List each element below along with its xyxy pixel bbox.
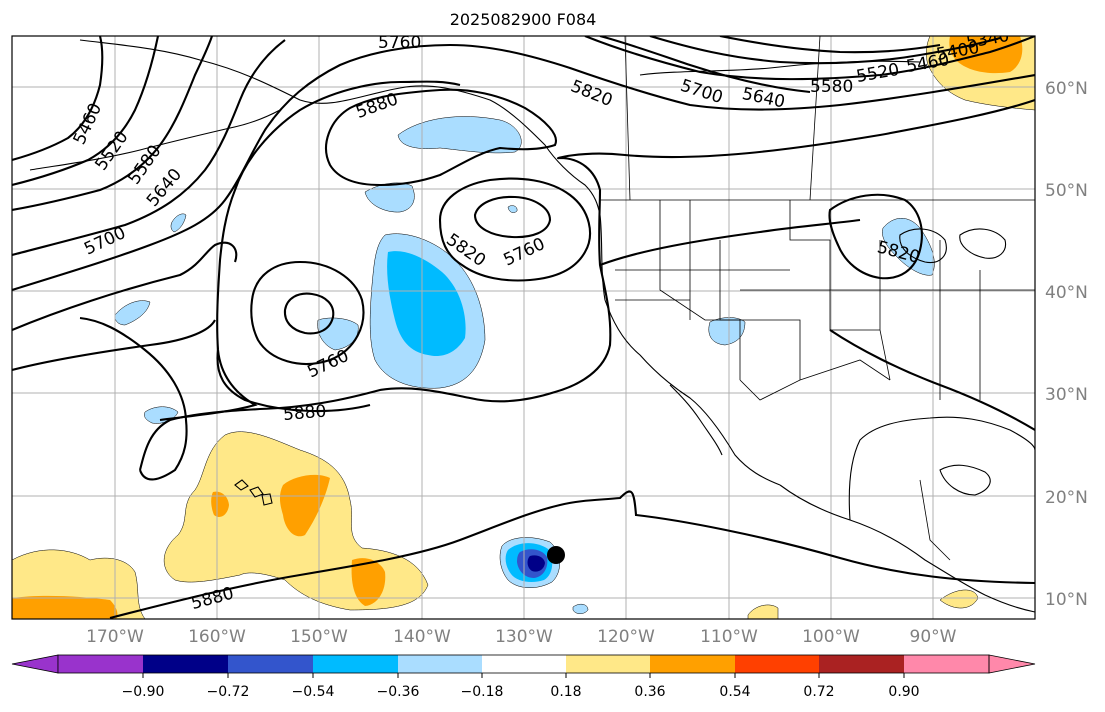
positive-anomaly-hawaii-core1 <box>279 474 330 537</box>
lon-label: 170°W <box>86 627 144 647</box>
colorbar-segment <box>482 655 566 673</box>
latitude-axis: 60°N 50°N 40°N 30°N 20°N 10°N <box>1045 79 1088 610</box>
lat-label: 20°N <box>1045 488 1088 508</box>
lon-label: 160°W <box>188 627 246 647</box>
negative-anomaly-small-5 <box>170 213 187 233</box>
negative-anomaly-gulf-alaska <box>397 116 522 154</box>
colorbar-segment <box>398 655 482 673</box>
positive-anomaly-southwest-core <box>12 595 118 619</box>
negative-anomaly-cyclone-core <box>527 555 545 572</box>
colorbar-tick-label: 0.90 <box>888 684 919 700</box>
negative-anomaly-small-7 <box>507 205 518 213</box>
negative-anomaly-east-pacific-core <box>387 251 466 357</box>
colorbar: −0.90 −0.72 −0.54 −0.36 −0.18 0.18 0.36 … <box>11 654 1036 700</box>
colorbar-tick-label: −0.54 <box>292 684 335 700</box>
lon-label: 90°W <box>910 627 957 647</box>
map-title: 2025082900 F084 <box>450 10 597 29</box>
colorbar-extend-high <box>988 654 1036 674</box>
graticule <box>12 36 1035 619</box>
colorbar-tick-label: −0.72 <box>207 684 250 700</box>
negative-anomaly-small-1 <box>364 182 415 213</box>
lat-label: 40°N <box>1045 283 1088 303</box>
lon-label: 150°W <box>290 627 348 647</box>
height-contours <box>12 36 1035 619</box>
colorbar-tick-label: 0.54 <box>719 684 750 700</box>
positive-anomaly-hawaii-core2 <box>351 558 386 606</box>
lat-label: 10°N <box>1045 590 1088 610</box>
storm-center-marker <box>547 546 565 564</box>
colorbar-segment <box>228 655 313 673</box>
lon-label: 130°W <box>495 627 553 647</box>
contour-label: 5760 <box>378 33 421 53</box>
negative-anomaly-small-2 <box>114 300 151 326</box>
lat-label: 30°N <box>1045 385 1088 405</box>
anomaly-shading <box>12 36 1035 619</box>
negative-anomaly-small-6 <box>572 603 589 614</box>
colorbar-tick-label: −0.18 <box>461 684 504 700</box>
colorbar-segment <box>819 655 904 673</box>
lat-label: 50°N <box>1045 181 1088 201</box>
map-frame <box>11 35 1036 620</box>
colorbar-segment <box>735 655 819 673</box>
colorbar-segment <box>143 655 228 673</box>
colorbar-segment <box>904 655 989 673</box>
colorbar-segment <box>566 655 650 673</box>
lat-label: 60°N <box>1045 79 1088 99</box>
political-borders <box>600 36 1035 561</box>
colorbar-segment <box>313 655 398 673</box>
colorbar-tick-label: −0.90 <box>122 684 165 700</box>
contour-label: 5580 <box>810 77 853 97</box>
longitude-axis: 170°W 160°W 150°W 140°W 130°W 120°W 110°… <box>86 627 957 647</box>
lon-label: 140°W <box>393 627 451 647</box>
contour-label: 5880 <box>282 401 327 425</box>
lon-label: 110°W <box>700 627 758 647</box>
colorbar-segment <box>650 655 735 673</box>
colorbar-frame <box>57 654 990 674</box>
lon-label: 100°W <box>802 627 860 647</box>
lon-label: 120°W <box>597 627 655 647</box>
positive-anomaly-south-mexico <box>747 604 779 619</box>
colorbar-tick-label: 0.18 <box>550 684 581 700</box>
colorbar-tick-label: 0.72 <box>803 684 834 700</box>
colorbar-segment <box>58 655 143 673</box>
colorbar-extend-low <box>11 654 59 674</box>
positive-anomaly-hawaii-core3 <box>211 491 229 517</box>
colorbar-tick-label: 0.36 <box>634 684 665 700</box>
colorbar-tick-label: −0.36 <box>377 684 420 700</box>
